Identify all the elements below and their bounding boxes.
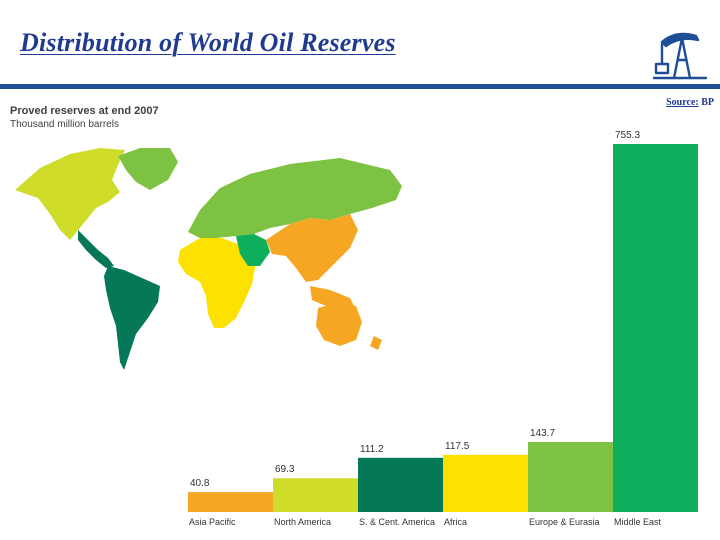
chart-title: Proved reserves at end 2007 — [10, 105, 159, 117]
slide-title: Distribution of World Oil Reserves — [20, 28, 396, 57]
bar-middle-east — [613, 144, 698, 512]
bar-africa — [443, 454, 528, 512]
bar-value-label: 69.3 — [275, 464, 295, 475]
bar-value-label: 40.8 — [190, 478, 210, 489]
category-label: North America — [274, 517, 331, 527]
source-note: Source: BP — [666, 97, 714, 108]
source-label: Source: — [666, 97, 699, 108]
bar-value-label: 111.2 — [360, 444, 384, 455]
bar-asia-pacific — [188, 492, 273, 512]
slide-header: Distribution of World Oil Reserves — [0, 0, 720, 88]
bar-s-cent-america — [358, 457, 443, 512]
world-map-image — [15, 148, 402, 370]
header-rule — [0, 84, 720, 89]
bar-europe-eurasia — [528, 441, 613, 512]
bar-value-label: 755.3 — [615, 130, 640, 141]
bar-value-label: 117.5 — [445, 441, 470, 452]
oil-pump-icon — [652, 32, 708, 80]
bar-value-label: 143.7 — [530, 428, 555, 439]
category-label: Asia Pacific — [189, 517, 236, 527]
category-label: S. & Cent. America — [359, 517, 435, 527]
source-value: BP — [701, 97, 714, 108]
category-label: Middle East — [614, 517, 662, 527]
bar-north-america — [273, 478, 358, 512]
reserves-chart: Proved reserves at end 2007 Thousand mil… — [10, 105, 698, 527]
bars-group: 40.8 Asia Pacific 69.3 North America 111.2 S.… — [188, 130, 698, 527]
category-label: Africa — [444, 517, 467, 527]
category-label: Europe & Eurasia — [529, 517, 600, 527]
chart-subtitle: Thousand million barrels — [10, 119, 119, 130]
